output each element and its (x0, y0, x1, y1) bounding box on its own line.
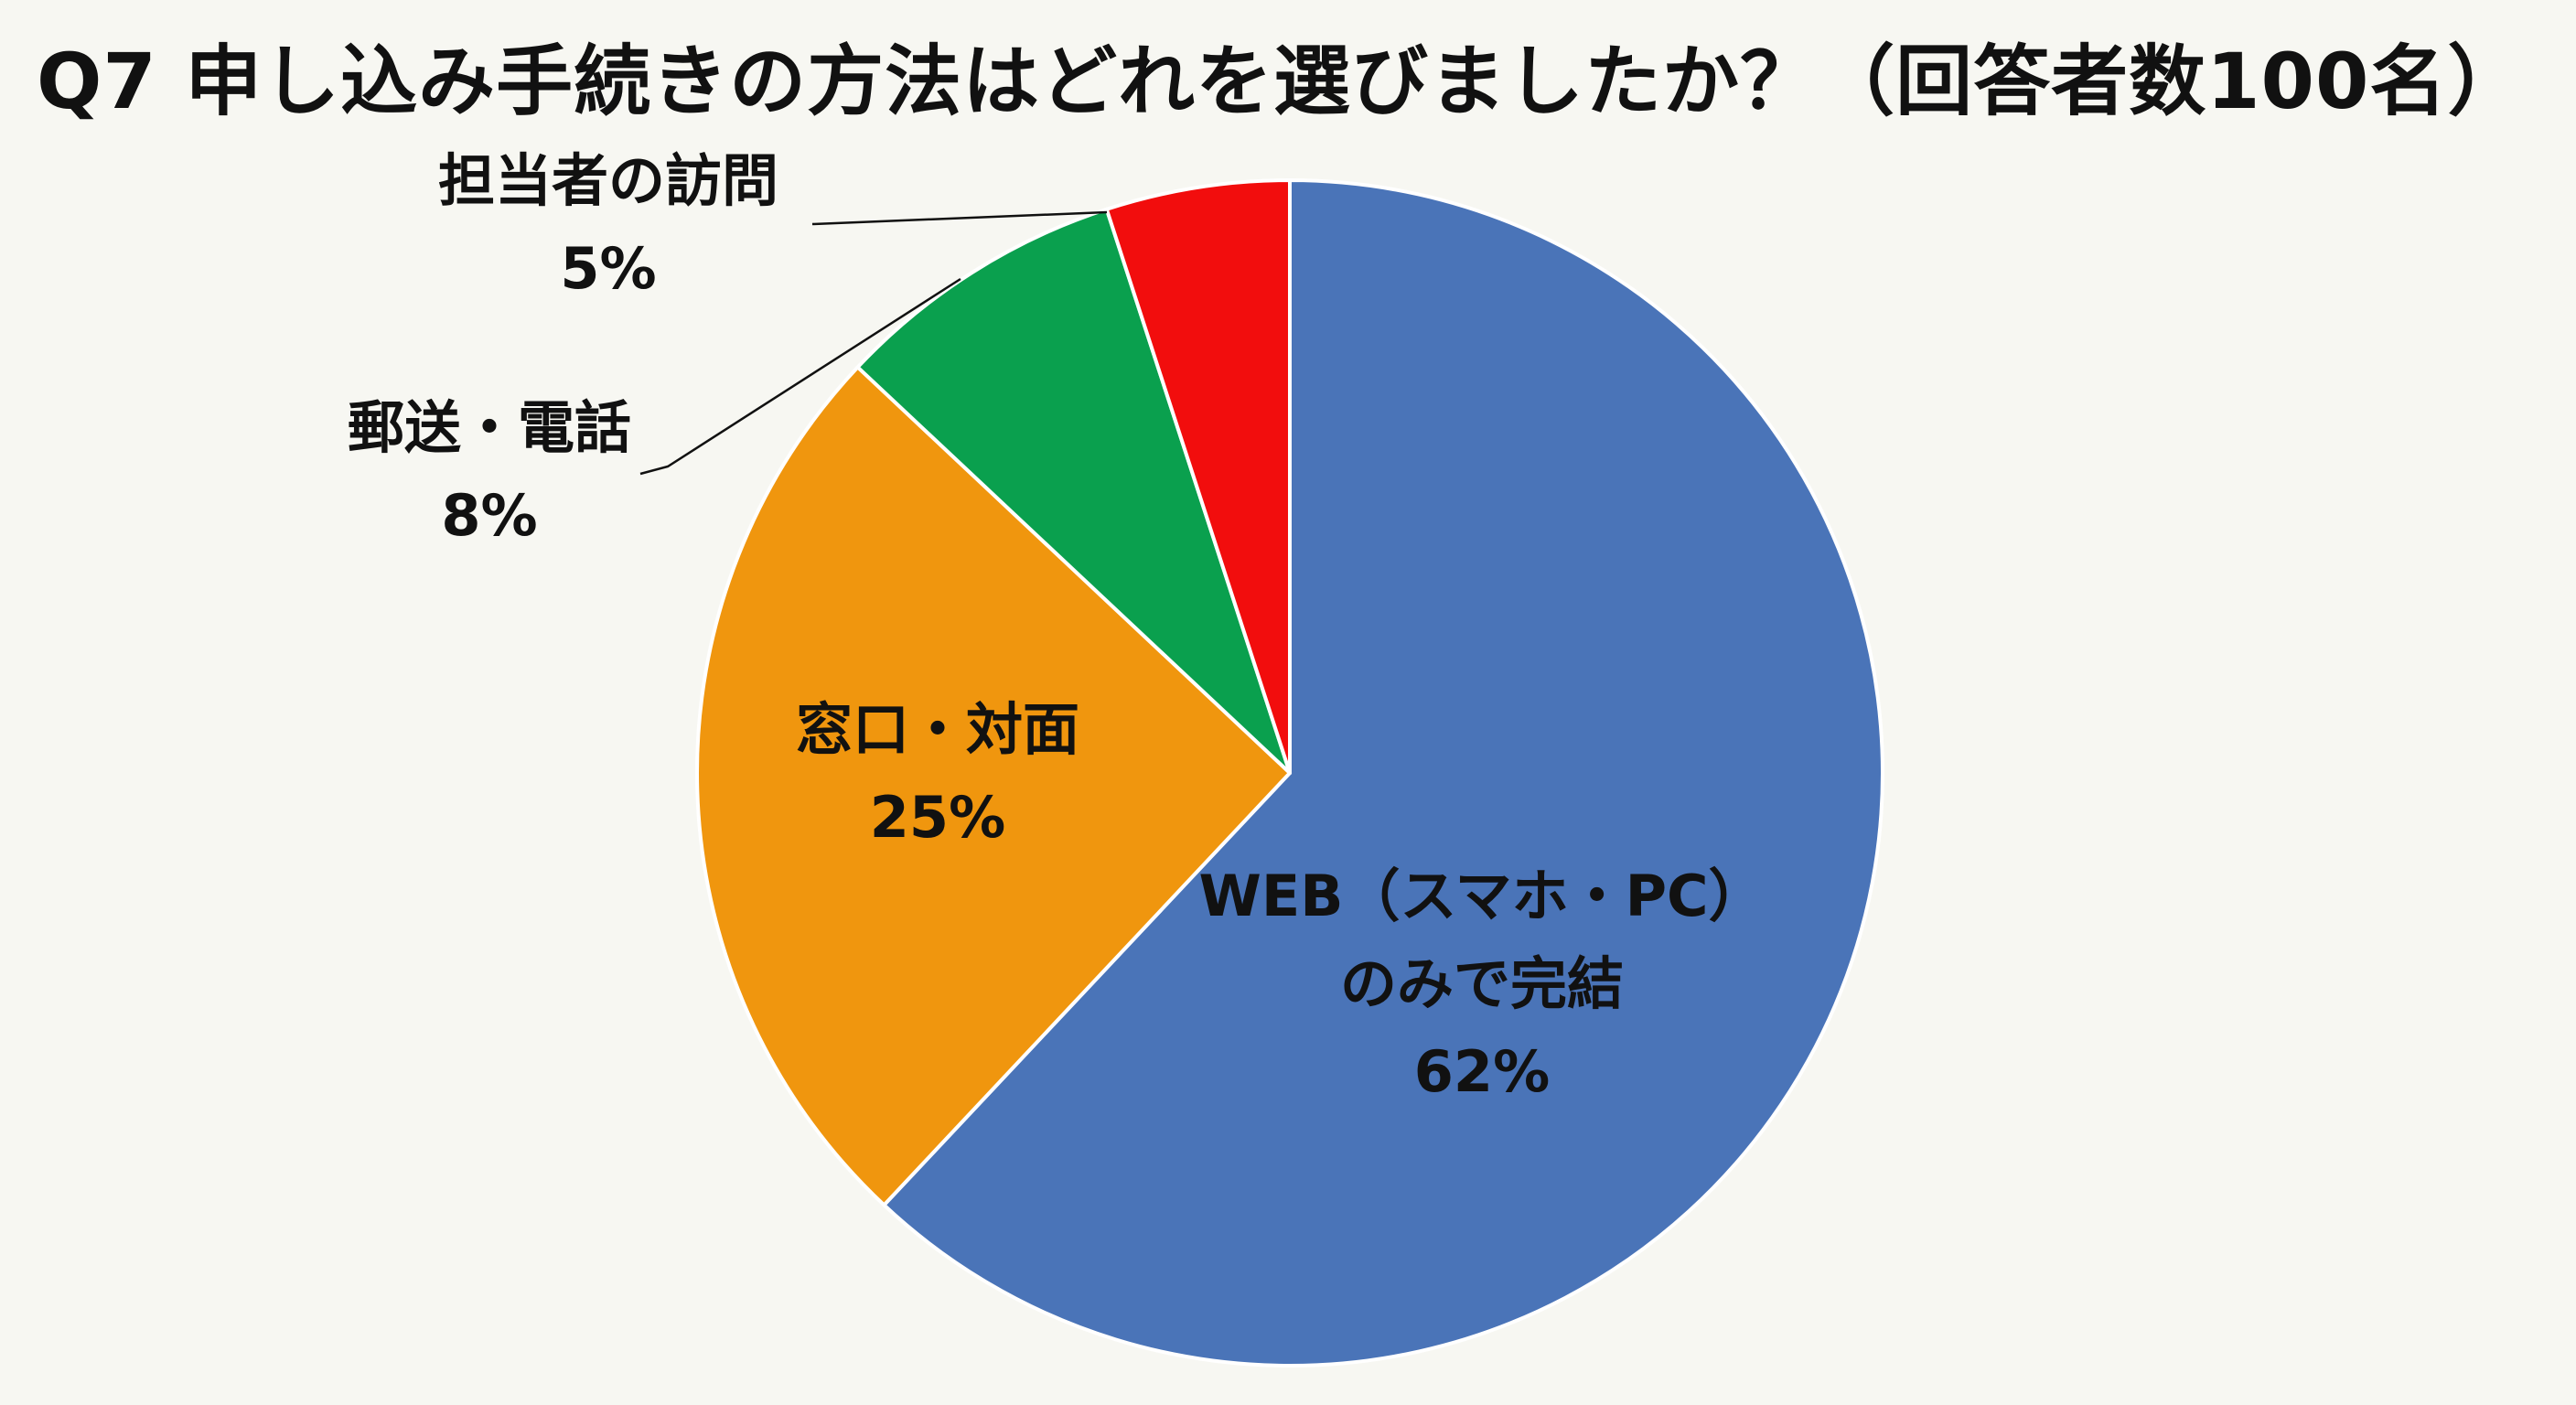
leader-line (639, 277, 961, 476)
slice-value-label: 5% (560, 235, 656, 302)
leader-lines (639, 210, 1108, 476)
chart-title: Q7 申し込み手続きの方法はどれを選びましたか？（回答者数100名） (37, 37, 2526, 126)
slice-category-label: のみで完結 (1340, 950, 1624, 1017)
pie-slice (855, 207, 1292, 775)
slice-category-label: 担当者の訪問 (438, 147, 778, 214)
pie-slice (695, 365, 1292, 1207)
slice-labels: WEB（スマホ・PC） のみで完結 62% 窓口・対面 25% 郵送・電話 8% 担当者の訪問… (348, 147, 1766, 1105)
leader-line (811, 210, 1108, 226)
pie-slice (882, 178, 1885, 1367)
slice-category-label: WEB（スマホ・PC） (1198, 863, 1765, 929)
slice-value-label: 62% (1414, 1038, 1550, 1105)
slice-value-label: 8% (441, 482, 537, 549)
pie-slice (1104, 178, 1292, 775)
slice-category-label: 窓口・対面 (796, 696, 1079, 763)
slice-value-label: 25% (870, 784, 1005, 851)
pie-slices (695, 178, 1885, 1367)
slice-category-label: 郵送・電話 (348, 394, 631, 461)
